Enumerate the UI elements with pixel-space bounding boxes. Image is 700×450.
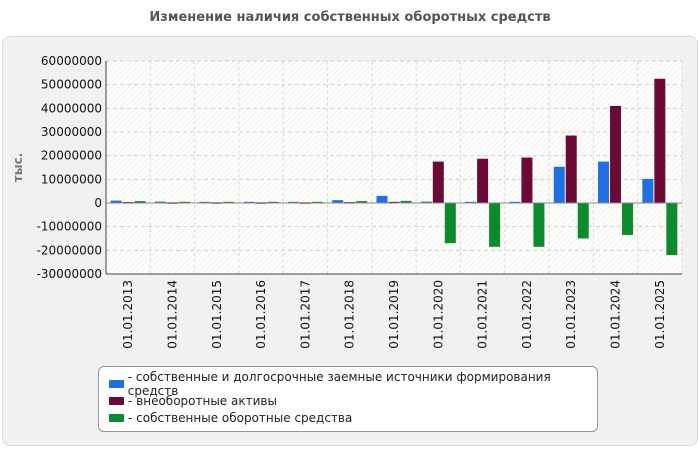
legend-item-fixed-assets: - внеоборотные активы xyxy=(99,392,597,409)
x-tick-label: 01.01.2015 xyxy=(210,280,224,349)
x-tick-label: 01.01.2019 xyxy=(387,280,401,349)
legend-label-working-capital: - собственные оборотные средства xyxy=(128,410,353,425)
bar-sources xyxy=(376,195,388,203)
bar-sources xyxy=(332,200,344,203)
bar-fixed-assets xyxy=(477,158,489,203)
x-tick-label: 01.01.2017 xyxy=(298,280,312,349)
bar-sources xyxy=(598,161,610,203)
x-tick-label: 01.01.2020 xyxy=(431,280,445,349)
y-tick-label: 10000000 xyxy=(41,172,102,186)
legend-swatch-fixed-assets xyxy=(109,396,124,405)
x-tick-label: 01.01.2022 xyxy=(520,280,534,349)
bar-sources xyxy=(110,200,122,203)
axis-labels: 60000000 50000000 40000000 30000000 20000000… xyxy=(11,54,667,349)
x-tick-label: 01.01.2023 xyxy=(564,280,578,349)
y-tick-label: 20000000 xyxy=(41,149,102,163)
x-tick-label: 01.01.2018 xyxy=(343,280,357,349)
x-tick-label: 01.01.2021 xyxy=(476,280,490,349)
bars xyxy=(110,78,678,256)
bar-fixed-assets xyxy=(654,78,666,203)
bar-working-capital xyxy=(666,203,678,256)
y-tick-label: 0 xyxy=(94,196,102,210)
bar-sources xyxy=(642,178,654,203)
bar-working-capital xyxy=(533,203,545,247)
legend-swatch-sources xyxy=(109,379,124,388)
legend-item-working-capital: - собственные оборотные средства xyxy=(99,409,597,426)
bar-working-capital xyxy=(622,203,634,235)
bar-working-capital xyxy=(444,203,456,244)
y-axis-title: тыс. xyxy=(11,153,25,182)
bar-working-capital xyxy=(489,203,501,247)
chart-legend: - собственные и долгосрочные заемные ист… xyxy=(98,366,598,432)
x-tick-label: 01.01.2014 xyxy=(165,280,179,349)
bar-sources xyxy=(553,166,565,203)
bar-fixed-assets xyxy=(432,161,444,203)
x-tick-label: 01.01.2016 xyxy=(254,280,268,349)
bar-working-capital xyxy=(356,201,368,203)
bar-working-capital xyxy=(577,203,589,239)
x-tick-label: 01.01.2025 xyxy=(653,280,667,349)
bar-working-capital xyxy=(400,200,412,203)
bar-fixed-assets xyxy=(610,105,622,203)
bar-sources xyxy=(420,201,432,204)
y-tick-label: -20000000 xyxy=(37,243,102,257)
y-tick-label: 60000000 xyxy=(41,54,102,68)
bar-sources xyxy=(154,201,166,204)
bar-fixed-assets xyxy=(565,135,577,203)
y-tick-label: 30000000 xyxy=(41,125,102,139)
legend-item-sources: - собственные и долгосрочные заемные ист… xyxy=(99,370,597,398)
y-tick-label: 50000000 xyxy=(41,78,102,92)
x-tick-label: 01.01.2013 xyxy=(121,280,135,349)
legend-label-fixed-assets: - внеоборотные активы xyxy=(128,393,277,408)
y-tick-label: 40000000 xyxy=(41,101,102,115)
y-tick-label: -10000000 xyxy=(37,220,102,234)
chart-title: Изменение наличия собственных оборотных … xyxy=(149,10,551,25)
x-tick-label: 01.01.2024 xyxy=(609,280,623,349)
legend-swatch-working-capital xyxy=(109,413,124,422)
bar-fixed-assets xyxy=(521,157,533,203)
axes xyxy=(105,61,682,275)
plot-area xyxy=(106,61,682,274)
y-tick-label: -30000000 xyxy=(37,267,102,281)
bar-working-capital xyxy=(134,201,146,203)
legend-label-sources: - собственные и долгосрочные заемные ист… xyxy=(127,369,551,398)
